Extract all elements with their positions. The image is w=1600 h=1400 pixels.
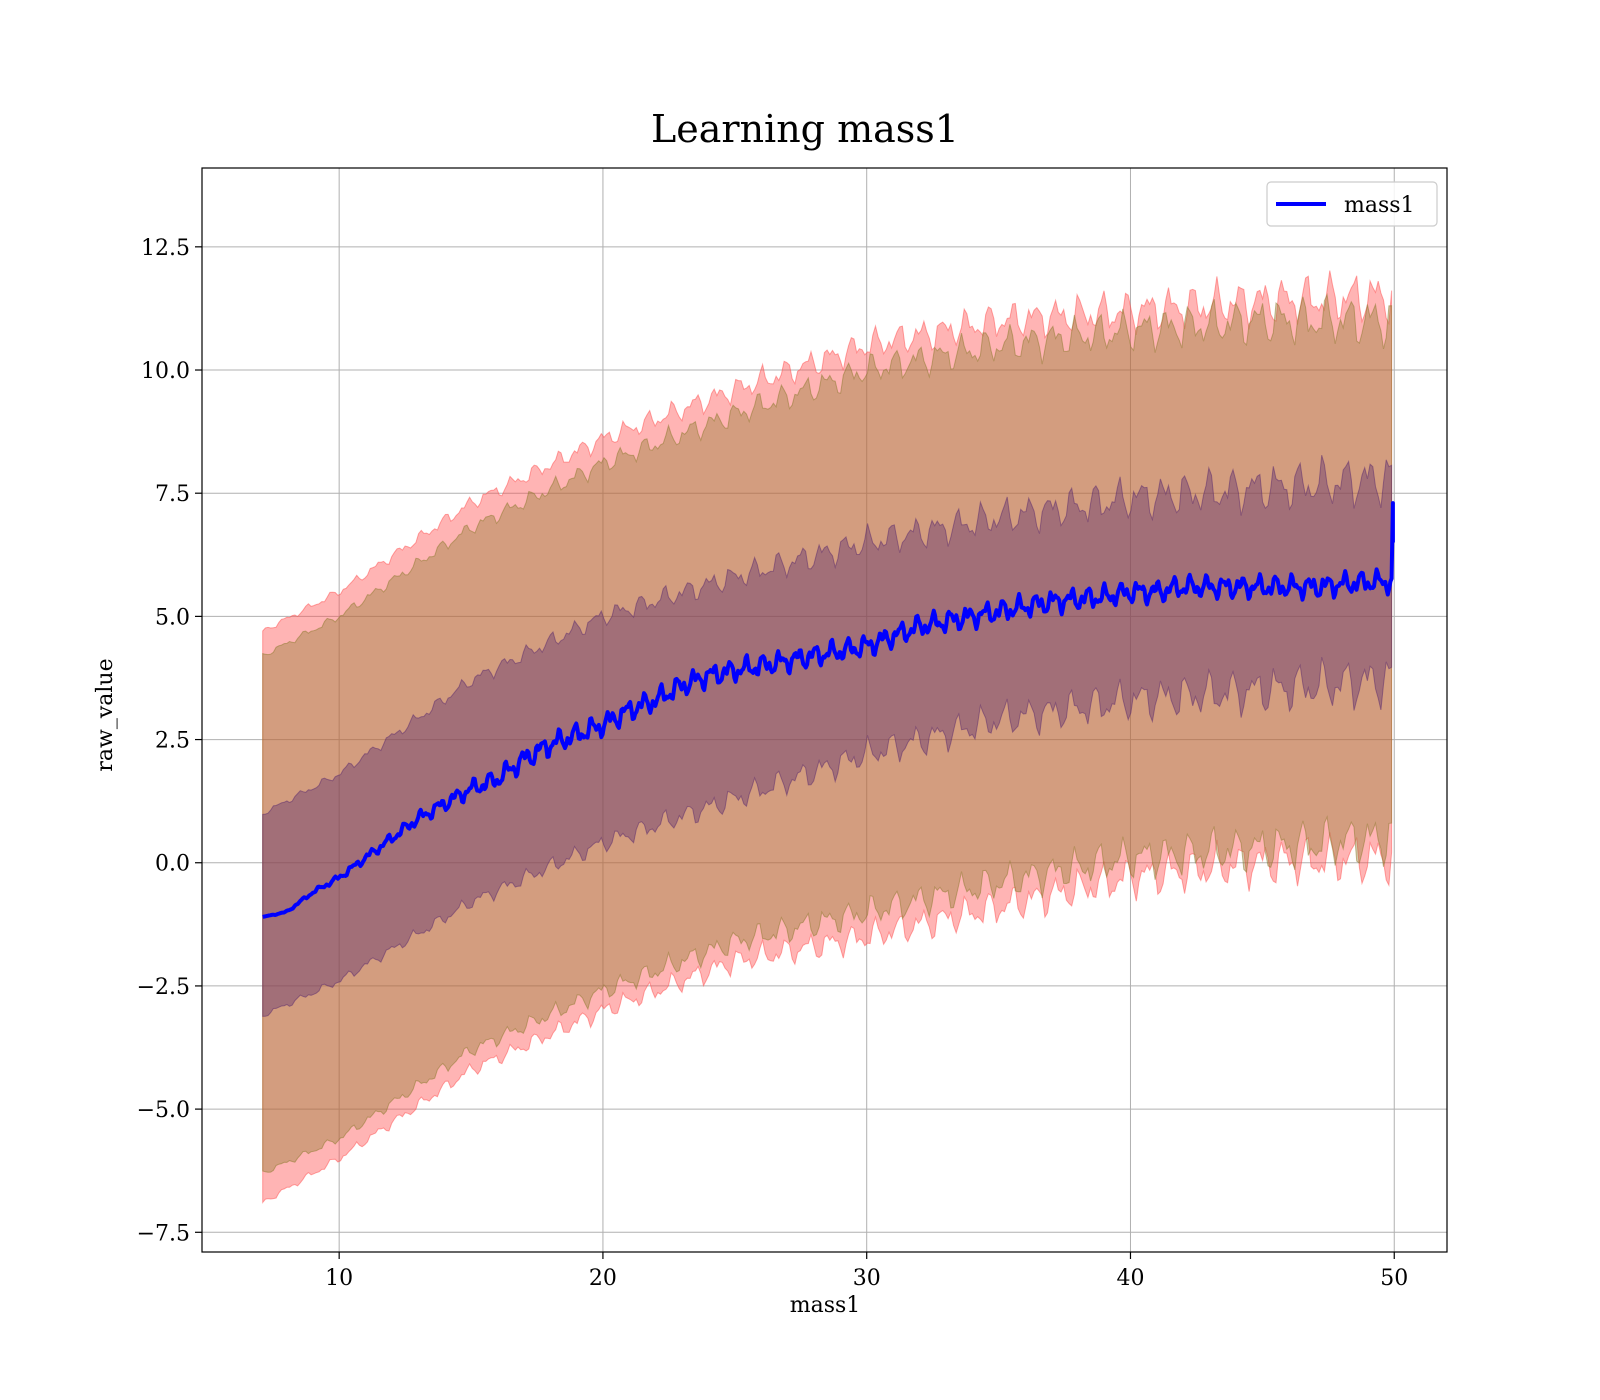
y-tick-label: 7.5 [155,482,190,507]
y-tick-label: 12.5 [141,236,190,261]
legend: mass1 [1266,181,1438,227]
y-tick-label: 5.0 [155,605,190,630]
x-tick-label: 10 [325,1266,353,1291]
band-middle [262,292,1393,1173]
legend-box [1266,181,1438,227]
y-tick-label: −5.0 [137,1098,190,1123]
series-line-mass1 [261,501,1395,919]
x-tick-label: 40 [1116,1266,1144,1291]
plot-frame [201,167,1448,1253]
x-axis-label: mass1 [790,1293,861,1318]
y-tick-label: −2.5 [137,975,190,1000]
x-tick-label: 20 [589,1266,617,1291]
y-tick-label: −7.5 [137,1221,190,1246]
axis-ticks: 10 20 30 40 50 −7.5 −5.0 −2.5 0.0 2.5 5.0 7.5 10.0 12… [137,236,1409,1291]
y-tick-label: 10.0 [141,359,190,384]
y-axis-label: raw_value [93,658,118,771]
band-outer [262,270,1393,1204]
plot-area [202,168,1447,1252]
y-tick-label: 2.5 [155,729,190,754]
x-tick-label: 30 [853,1266,881,1291]
x-tick-label: 50 [1380,1266,1408,1291]
chart-title: Learning mass1 [651,107,959,151]
y-tick-label: 0.0 [155,852,190,877]
legend-label-mass1: mass1 [1344,193,1415,218]
